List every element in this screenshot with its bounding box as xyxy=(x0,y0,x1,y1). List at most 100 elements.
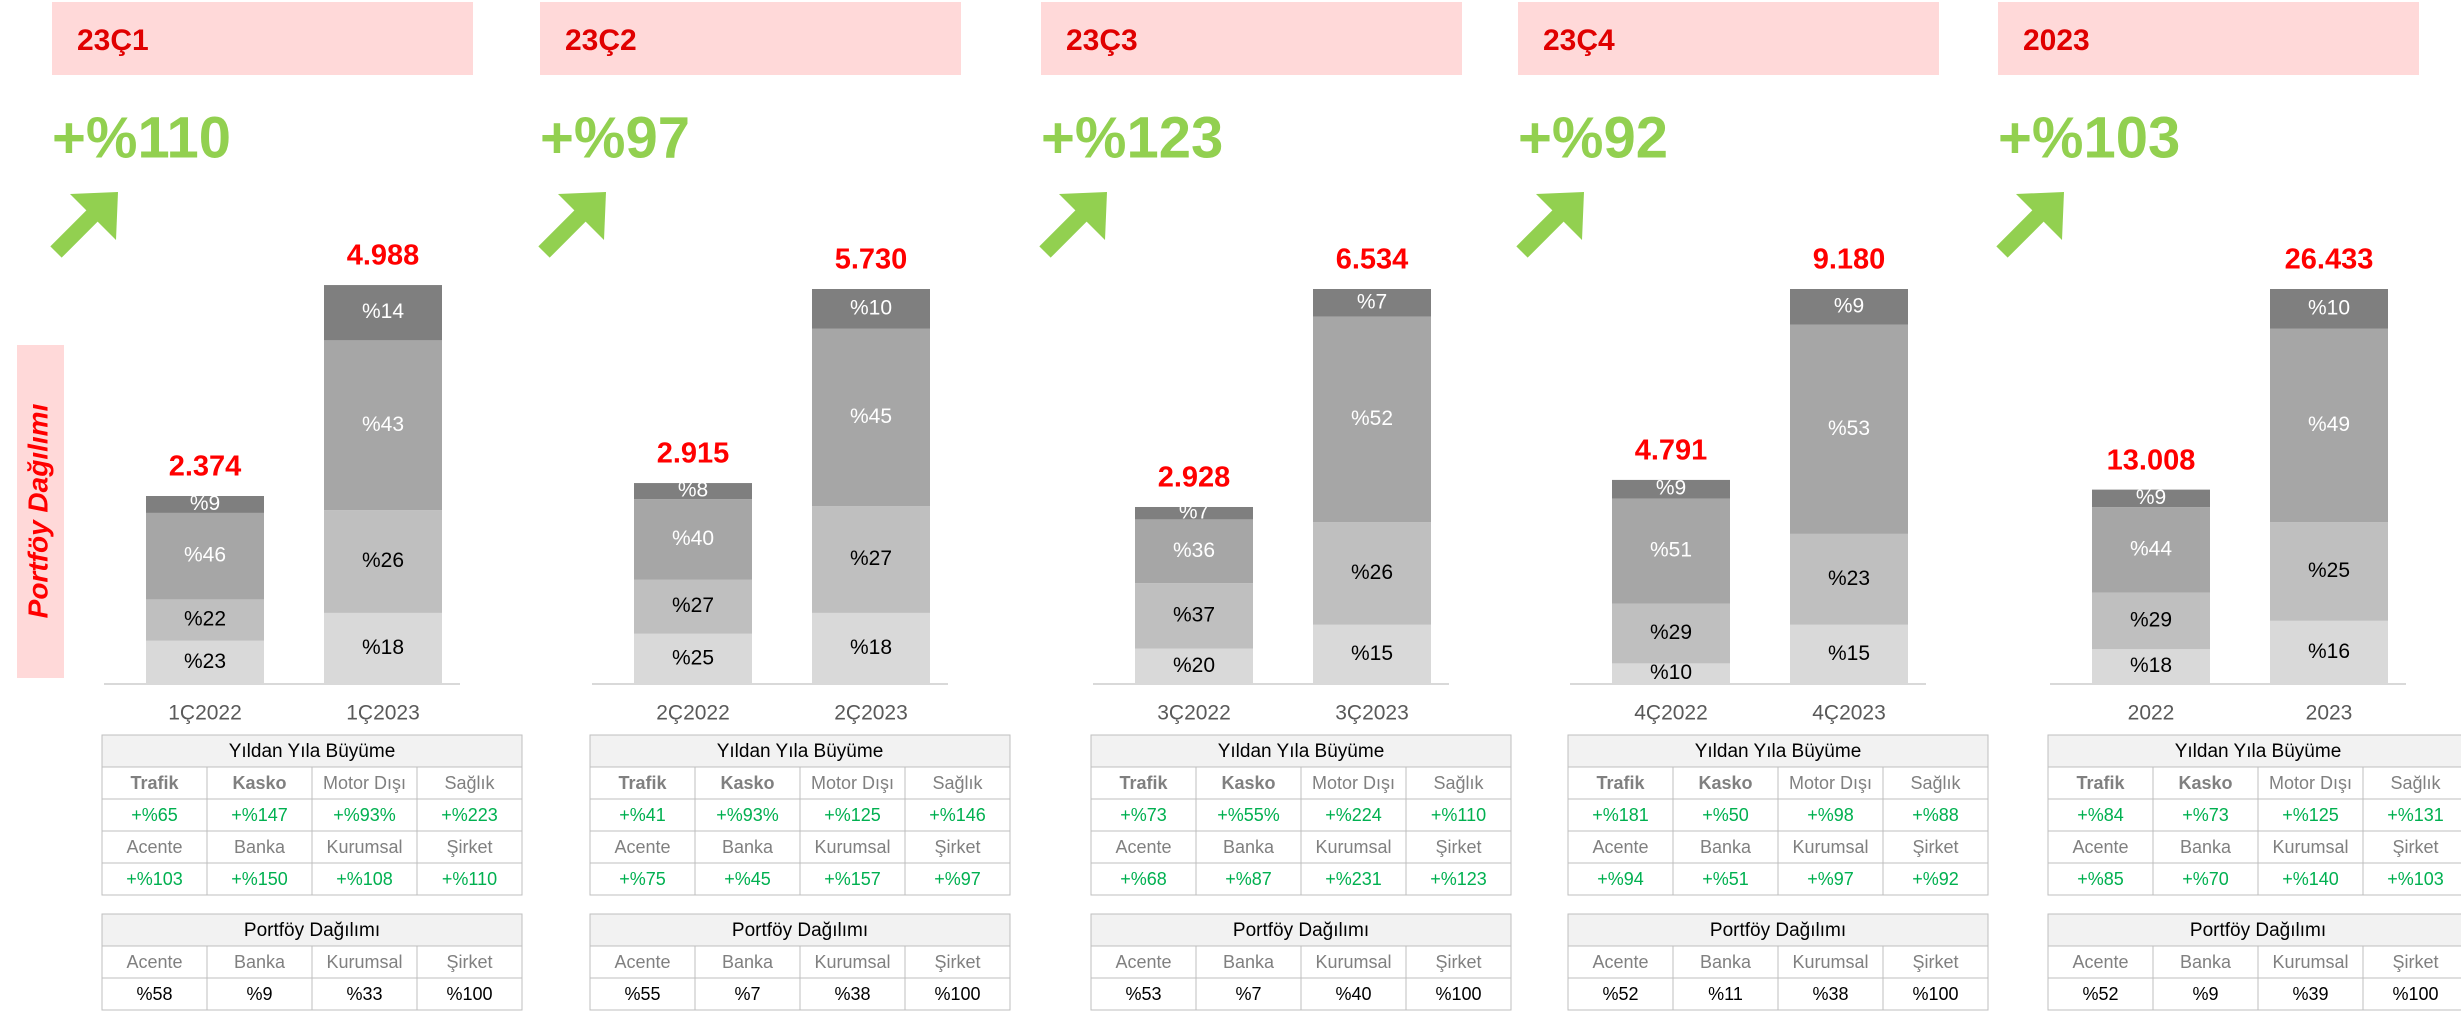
growth-table-cell-text: Kasko xyxy=(1698,773,1752,793)
panel-title: 23Ç2 xyxy=(565,24,637,57)
portfolio-table-cell-text: Şirket xyxy=(934,952,980,972)
segment-label: %14 xyxy=(362,300,404,323)
growth-arrow-head xyxy=(2016,192,2064,240)
portfolio-table-cell-text: Şirket xyxy=(446,952,492,972)
portfolio-table-cell xyxy=(1195,977,1302,1011)
portfolio-table-cell-text: Acente xyxy=(614,952,670,972)
growth-table-cell-text: Kurumsal xyxy=(2272,837,2348,857)
growth-arrow-head xyxy=(558,192,606,240)
portfolio-table-cell xyxy=(1300,977,1407,1011)
bar-segment xyxy=(812,289,930,329)
bar-segment xyxy=(1790,624,1908,684)
portfolio-table-cell-text: Acente xyxy=(1115,952,1171,972)
growth-table-cell xyxy=(1195,766,1302,800)
portfolio-table-cell-text: %33 xyxy=(346,984,382,1004)
growth-table-cell xyxy=(416,862,523,896)
growth-table-cell-text: Acente xyxy=(2072,837,2128,857)
panel-title: 23Ç3 xyxy=(1066,24,1138,57)
portfolio-table-cell xyxy=(2047,945,2154,979)
segment-label: %9 xyxy=(1656,477,1686,500)
segment-label: %27 xyxy=(850,547,892,570)
growth-table-cell xyxy=(1300,766,1407,800)
segment-label: %49 xyxy=(2308,413,2350,436)
growth-table-cell-text: Sağlık xyxy=(1433,773,1484,793)
growth-table-title: Yıldan Yıla Büyüme xyxy=(229,741,396,762)
growth-table-cell-text: +%97 xyxy=(1807,869,1854,889)
growth-table-cell xyxy=(1405,862,1512,896)
portfolio-table-cell-text: %9 xyxy=(2192,984,2218,1004)
growth-table-cell-text: +%224 xyxy=(1325,805,1382,825)
segment-label: %10 xyxy=(2308,296,2350,319)
growth-table-cell xyxy=(1777,798,1884,832)
portfolio-table-title-cell xyxy=(1090,913,1512,947)
total-label: 2.928 xyxy=(1158,462,1231,494)
growth-table-cell xyxy=(2047,862,2154,896)
portfolio-table-cell xyxy=(904,945,1011,979)
growth-table-cell-text: Motor Dışı xyxy=(2269,773,2352,793)
growth-table-cell-text: Acente xyxy=(1592,837,1648,857)
growth-table-cell xyxy=(1405,766,1512,800)
portfolio-table-cell xyxy=(2257,945,2364,979)
portfolio-table-cell-text: %7 xyxy=(1235,984,1261,1004)
growth-table-cell xyxy=(1090,766,1197,800)
growth-arrow-head xyxy=(1536,192,1584,240)
panel-title: 23Ç4 xyxy=(1543,24,1615,57)
portfolio-table-cell-text: %7 xyxy=(734,984,760,1004)
segment-label: %27 xyxy=(672,594,714,617)
growth-table-title: Yıldan Yıla Büyüme xyxy=(1695,741,1862,762)
growth-table-cell-text: Sağlık xyxy=(932,773,983,793)
bar-segment xyxy=(2270,328,2388,523)
x-tick-label: 2Ç2023 xyxy=(834,702,908,725)
bar-segment xyxy=(1313,522,1431,625)
growth-arrow xyxy=(50,206,102,258)
growth-table-cell xyxy=(2047,830,2154,864)
bar-segment xyxy=(634,579,752,634)
bar-segment xyxy=(1313,289,1431,317)
growth-arrow xyxy=(538,206,590,258)
growth-table-cell-text: Kurumsal xyxy=(1792,837,1868,857)
segment-label: %7 xyxy=(1357,290,1387,313)
growth-table-cell-text: +%181 xyxy=(1592,805,1649,825)
bar-segment xyxy=(146,640,264,684)
growth-table-cell-text: +%125 xyxy=(824,805,881,825)
portfolio-table-cell xyxy=(101,977,208,1011)
panel-header xyxy=(1518,2,1939,75)
panel-header xyxy=(540,2,961,75)
bar-segment xyxy=(324,612,442,684)
segment-label: %10 xyxy=(850,296,892,319)
segment-label: %8 xyxy=(678,479,708,502)
growth-table-title: Yıldan Yıla Büyüme xyxy=(1218,741,1385,762)
bar-segment xyxy=(1790,324,1908,534)
x-tick-label: 2Ç2022 xyxy=(656,702,730,725)
growth-table-cell-text: +%45 xyxy=(724,869,771,889)
growth-table-cell xyxy=(2257,798,2364,832)
growth-table-cell-text: +%92 xyxy=(1912,869,1959,889)
growth-table-cell xyxy=(206,830,313,864)
growth-table-cell-text: +%93% xyxy=(333,805,396,825)
bar-segment xyxy=(2092,507,2210,593)
segment-label: %53 xyxy=(1828,417,1870,440)
segment-label: %26 xyxy=(362,549,404,572)
portfolio-table-cell-text: Banka xyxy=(1223,952,1275,972)
bar-segment xyxy=(2270,289,2388,329)
growth-table-cell xyxy=(1567,830,1674,864)
bar-segment xyxy=(1612,603,1730,664)
bar-segment xyxy=(146,496,264,513)
growth-table-cell-text: Kasko xyxy=(720,773,774,793)
growth-table-cell-text: Banka xyxy=(1700,837,1752,857)
growth-table-cell-text: Banka xyxy=(234,837,286,857)
portfolio-table-cell xyxy=(206,977,313,1011)
growth-figure: +%97 xyxy=(540,105,690,170)
bar-segment xyxy=(634,633,752,684)
growth-table-cell-text: +%50 xyxy=(1702,805,1749,825)
growth-table-cell xyxy=(206,862,313,896)
growth-figure: +%123 xyxy=(1041,105,1223,170)
segment-label: %43 xyxy=(362,413,404,436)
portfolio-table-cell-text: %39 xyxy=(2292,984,2328,1004)
portfolio-table-cell-text: %100 xyxy=(446,984,492,1004)
segment-label: %29 xyxy=(1650,621,1692,644)
portfolio-table-cell xyxy=(2047,977,2154,1011)
growth-table-cell xyxy=(904,798,1011,832)
growth-figure: +%92 xyxy=(1518,105,1668,170)
